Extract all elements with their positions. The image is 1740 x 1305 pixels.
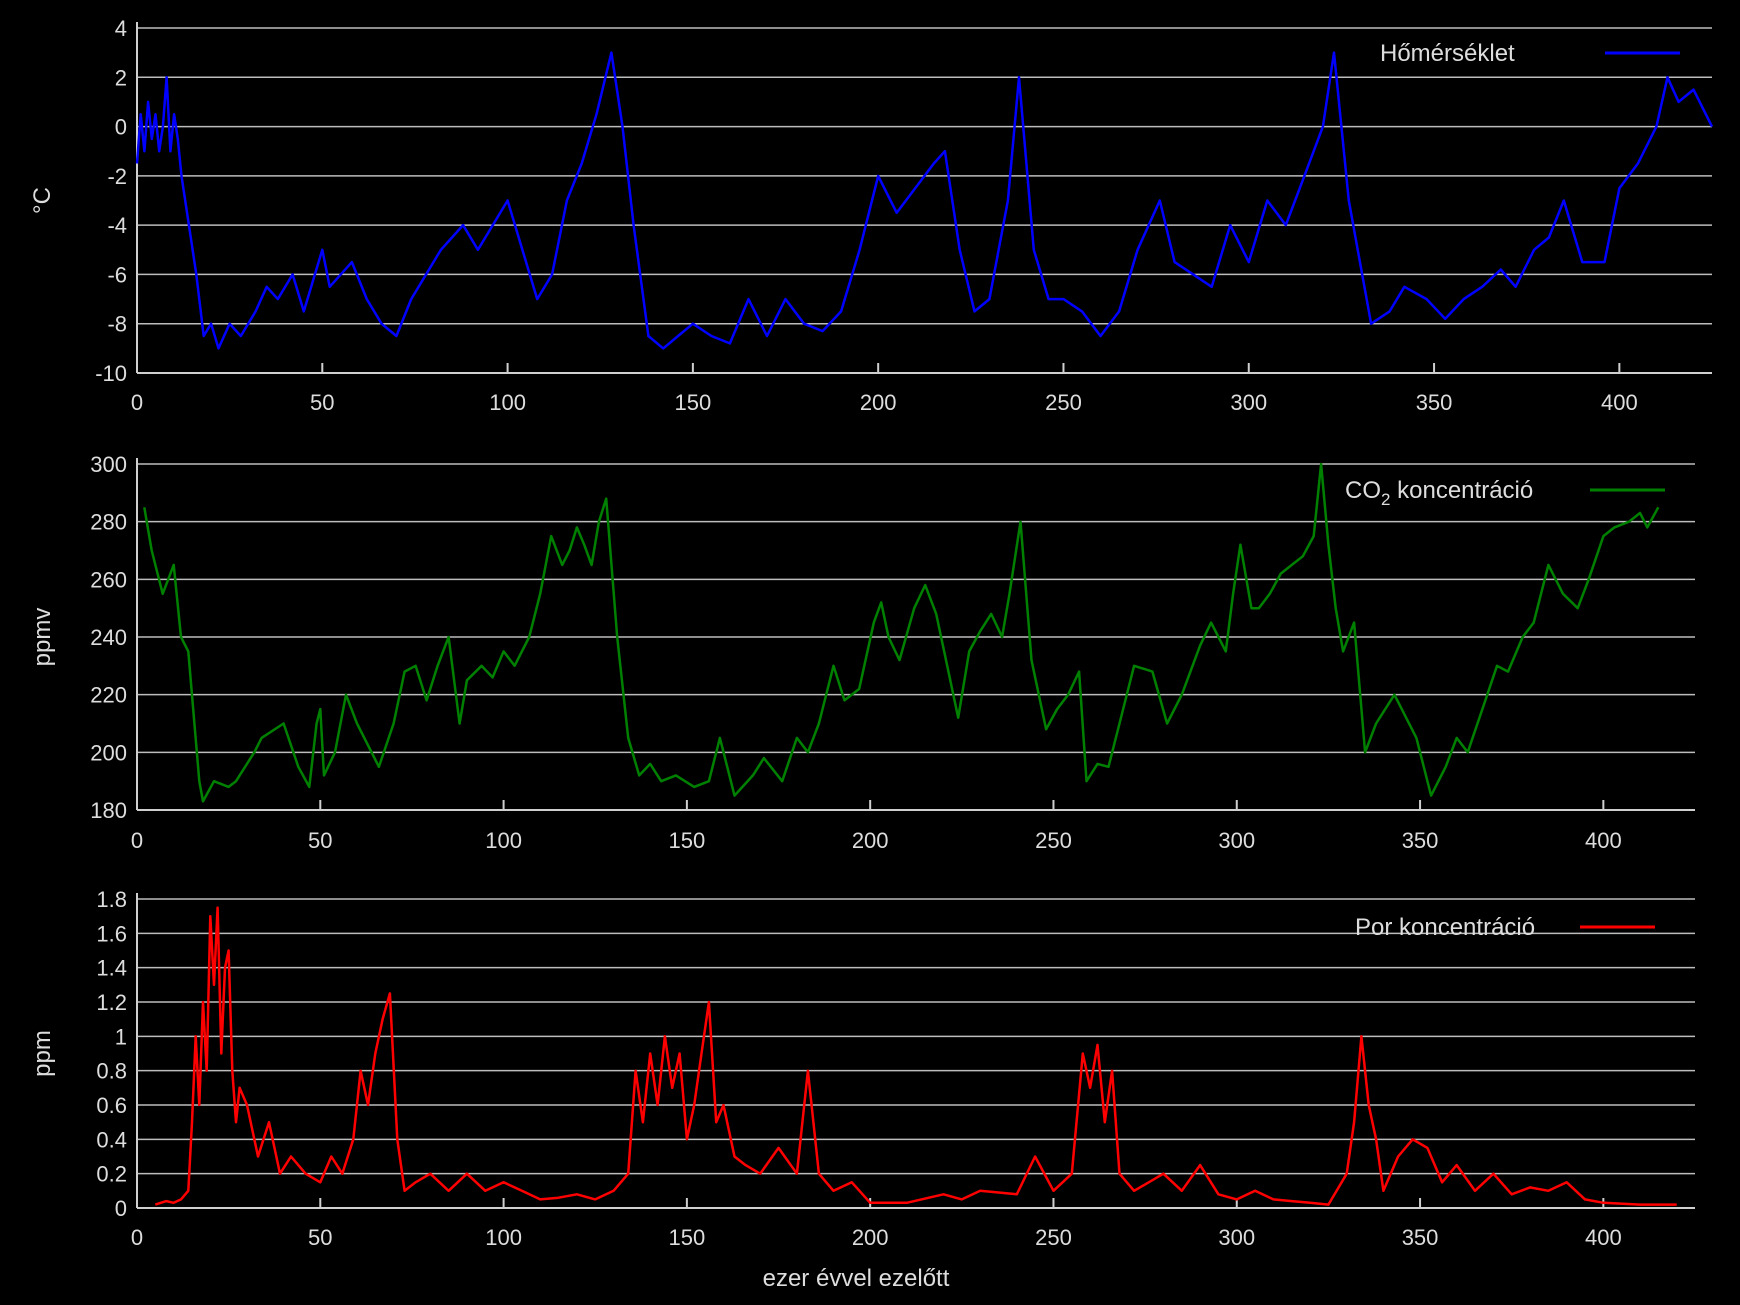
y-axis-label: ppmv bbox=[29, 608, 56, 667]
y-tick-label: 4 bbox=[115, 16, 127, 41]
x-tick-label: 400 bbox=[1601, 390, 1638, 415]
series-line-1 bbox=[135, 51, 1714, 350]
x-tick-label: 200 bbox=[852, 828, 889, 853]
y-tick-label: 0.6 bbox=[96, 1093, 127, 1118]
x-tick-label: 250 bbox=[1045, 390, 1082, 415]
y-tick-label: 1 bbox=[115, 1024, 127, 1049]
x-tick-label: 100 bbox=[489, 390, 526, 415]
y-tick-label: 0 bbox=[115, 115, 127, 140]
y-tick-label: 2 bbox=[115, 65, 127, 90]
x-tick-label: 200 bbox=[852, 1225, 889, 1250]
y-tick-label: 0 bbox=[115, 1196, 127, 1221]
x-tick-label: 250 bbox=[1035, 828, 1072, 853]
y-tick-label: 300 bbox=[90, 452, 127, 477]
y-axis-label: °C bbox=[29, 187, 56, 214]
x-tick-label: 50 bbox=[310, 390, 334, 415]
x-tick-label: 0 bbox=[131, 1225, 143, 1250]
y-tick-label: 0.8 bbox=[96, 1059, 127, 1084]
x-tick-label: 300 bbox=[1230, 390, 1267, 415]
y-tick-label: 1.4 bbox=[96, 956, 127, 981]
chart-panel-3: 0 0.2 0.4 0.6 0.8 1 1.2 1.4 1.6 1.8 0 50 100 150 200 25… bbox=[29, 887, 1695, 1292]
series-line-3 bbox=[154, 906, 1677, 1206]
legend: Por koncentráció bbox=[1355, 914, 1655, 941]
x-tick-label: 400 bbox=[1585, 1225, 1622, 1250]
x-tick-label: 150 bbox=[675, 390, 712, 415]
y-axis-label: ppm bbox=[29, 1030, 56, 1077]
y-tick-label: -10 bbox=[95, 361, 127, 386]
x-axis-label: ezer évvel ezelőtt bbox=[763, 1265, 950, 1292]
legend-label: Hőmérséklet bbox=[1380, 40, 1515, 67]
x-tick-label: 300 bbox=[1218, 1225, 1255, 1250]
x-tick-label: 250 bbox=[1035, 1225, 1072, 1250]
y-tick-label: -8 bbox=[107, 312, 127, 337]
y-tick-label: -4 bbox=[107, 213, 127, 238]
x-tick-label: 300 bbox=[1218, 828, 1255, 853]
y-tick-label: -2 bbox=[107, 164, 127, 189]
x-tick-label: 100 bbox=[485, 1225, 522, 1250]
y-tick-label: 180 bbox=[90, 798, 127, 823]
x-tick-label: 50 bbox=[308, 1225, 332, 1250]
x-tick-label: 350 bbox=[1402, 828, 1439, 853]
x-tick-label: 150 bbox=[669, 1225, 706, 1250]
x-tick-label: 100 bbox=[485, 828, 522, 853]
legend: Hőmérséklet bbox=[1380, 40, 1680, 67]
x-tick-label: 350 bbox=[1416, 390, 1453, 415]
y-tick-label: -6 bbox=[107, 262, 127, 287]
x-tick-label: 150 bbox=[669, 828, 706, 853]
chart-panel-2: 180 200 220 240 260 280 300 0 50 100 150 200 250 300 3… bbox=[29, 452, 1695, 853]
y-tick-label: 220 bbox=[90, 683, 127, 708]
chart-panel-1: -10 -8 -6 -4 -2 0 2 4 0 50 100 150 200 250 300 350 400 °C… bbox=[29, 16, 1714, 415]
x-tick-label: 0 bbox=[131, 828, 143, 853]
y-tick-label: 260 bbox=[90, 567, 127, 592]
y-tick-label: 1.6 bbox=[96, 921, 127, 946]
legend: CO2 koncentráció bbox=[1345, 477, 1665, 509]
y-tick-label: 0.2 bbox=[96, 1162, 127, 1187]
x-tick-label: 0 bbox=[131, 390, 143, 415]
x-tick-label: 50 bbox=[308, 828, 332, 853]
x-tick-label: 400 bbox=[1585, 828, 1622, 853]
x-tick-label: 350 bbox=[1402, 1225, 1439, 1250]
x-tick-label: 200 bbox=[860, 390, 897, 415]
y-tick-label: 240 bbox=[90, 625, 127, 650]
y-tick-label: 1.2 bbox=[96, 990, 127, 1015]
y-tick-label: 280 bbox=[90, 510, 127, 535]
legend-label: CO2 koncentráció bbox=[1345, 477, 1533, 509]
y-tick-label: 1.8 bbox=[96, 887, 127, 912]
y-tick-label: 0.4 bbox=[96, 1127, 127, 1152]
legend-label: Por koncentráció bbox=[1355, 914, 1535, 941]
series-line-2 bbox=[143, 462, 1660, 803]
y-tick-label: 200 bbox=[90, 740, 127, 765]
